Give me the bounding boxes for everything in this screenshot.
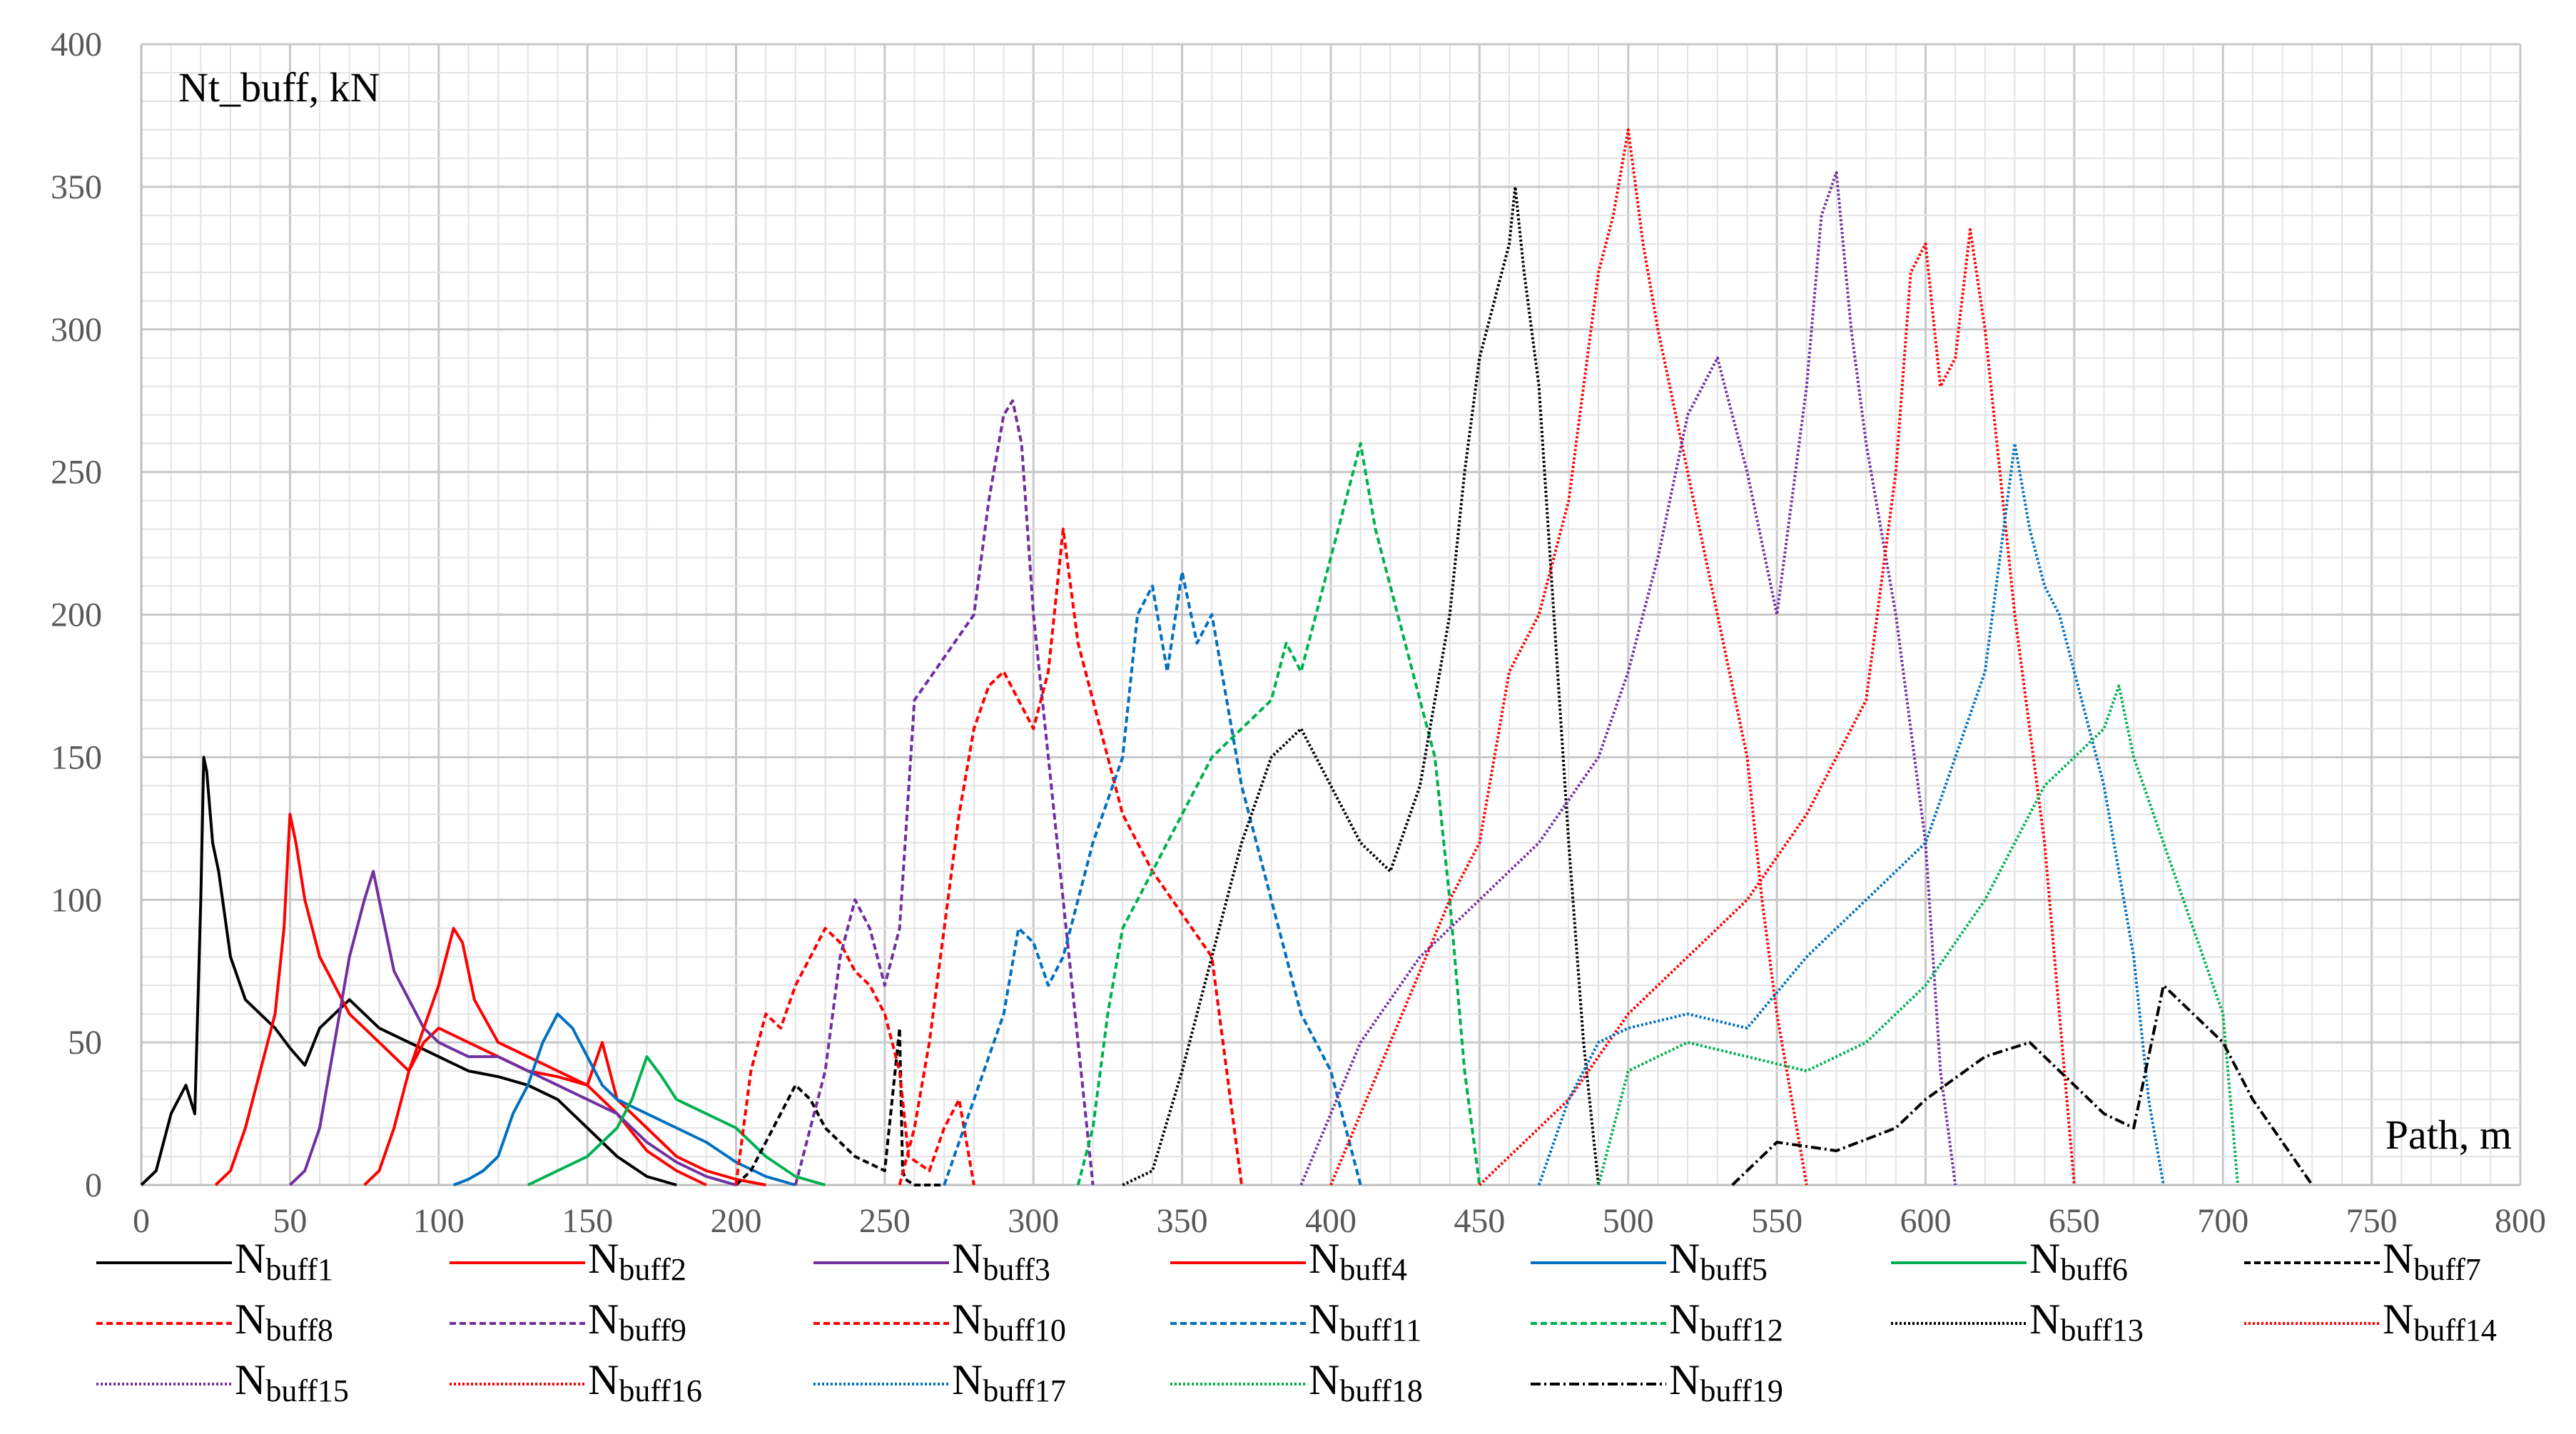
legend-label-nbuff13: Nbuff13 [2029, 1296, 2144, 1348]
y-tick-label: 250 [51, 454, 102, 492]
x-tick-label: 150 [562, 1202, 613, 1240]
series-line-nbuff16 [1479, 228, 2076, 1186]
x-axis-title: Path, m [2385, 1112, 2512, 1158]
legend-label-nbuff1: Nbuff1 [235, 1235, 333, 1287]
x-tick-label: 600 [1900, 1202, 1952, 1240]
series-line-nbuff2 [214, 813, 707, 1186]
x-tick-labels: 0 50 100 150 200 250 300 350 400 450 500 550 600 650 7… [133, 1202, 2546, 1240]
legend-label-nbuff14: Nbuff14 [2383, 1296, 2497, 1348]
series-line-nbuff10 [898, 527, 1243, 1186]
y-tick-label: 400 [51, 26, 102, 63]
x-tick-label: 450 [1454, 1202, 1505, 1240]
series-line-nbuff18 [1597, 684, 2240, 1186]
x-tick-label: 50 [273, 1202, 307, 1240]
series-line-nbuff14 [1329, 128, 1808, 1186]
series-line-nbuff7 [735, 1027, 945, 1186]
x-tick-label: 100 [413, 1202, 465, 1240]
y-tick-label: 300 [51, 311, 102, 349]
x-tick-label: 700 [2197, 1202, 2248, 1240]
series-line-nbuff11 [943, 570, 1362, 1186]
legend-label-nbuff6: Nbuff6 [2029, 1235, 2128, 1287]
x-tick-label: 750 [2346, 1202, 2398, 1240]
legend-label-nbuff11: Nbuff11 [1309, 1296, 1421, 1348]
legend-label-nbuff10: Nbuff10 [952, 1296, 1066, 1348]
legend-label-nbuff4: Nbuff4 [1309, 1235, 1407, 1287]
legend-label-nbuff16: Nbuff16 [588, 1356, 702, 1408]
legend-label-nbuff19: Nbuff19 [1669, 1356, 1783, 1408]
x-tick-label: 250 [859, 1202, 911, 1240]
x-tick-label: 400 [1305, 1202, 1357, 1240]
y-tick-label: 350 [51, 168, 102, 206]
series-line-nbuff1 [140, 756, 677, 1186]
x-tick-label: 200 [711, 1202, 762, 1240]
grid [140, 43, 2522, 1186]
legend: Nbuff1 Nbuff2 Nbuff3 Nbuff4 Nbuff5 Nbuff6 Nbuf… [96, 1235, 2497, 1408]
y-tick-label: 0 [85, 1166, 102, 1204]
y-tick-label: 50 [68, 1024, 102, 1062]
y-tick-label: 200 [51, 596, 102, 634]
legend-label-nbuff17: Nbuff17 [952, 1356, 1066, 1408]
x-tick-label: 800 [2495, 1202, 2546, 1240]
legend-label-nbuff9: Nbuff9 [588, 1296, 686, 1348]
y-axis-title: Nt_buff, kN [178, 64, 380, 111]
legend-label-nbuff3: Nbuff3 [952, 1235, 1050, 1287]
x-tick-label: 350 [1157, 1202, 1208, 1240]
series-line-nbuff9 [793, 399, 1095, 1186]
x-tick-label: 500 [1603, 1202, 1654, 1240]
x-tick-label: 650 [2049, 1202, 2100, 1240]
series-line-nbuff5 [452, 1012, 796, 1186]
series-line-nbuff12 [1076, 442, 1481, 1186]
series-line-nbuff15 [1299, 171, 1957, 1186]
y-tick-label: 100 [51, 881, 102, 919]
series-line-nbuff19 [1731, 984, 2313, 1186]
legend-label-nbuff2: Nbuff2 [588, 1235, 686, 1287]
legend-label-nbuff8: Nbuff8 [235, 1296, 333, 1348]
legend-label-nbuff12: Nbuff12 [1669, 1296, 1783, 1348]
series-lines [140, 128, 2313, 1186]
legend-label-nbuff15: Nbuff15 [235, 1356, 349, 1408]
legend-label-nbuff5: Nbuff5 [1669, 1235, 1768, 1287]
series-line-nbuff6 [527, 1055, 826, 1186]
series-line-nbuff13 [1122, 185, 1601, 1186]
x-tick-label: 550 [1751, 1202, 1802, 1240]
legend-label-nbuff18: Nbuff18 [1309, 1356, 1423, 1408]
x-tick-label: 300 [1008, 1202, 1059, 1240]
series-line-nbuff4 [363, 927, 766, 1186]
series-line-nbuff3 [289, 870, 737, 1186]
legend-label-nbuff7: Nbuff7 [2383, 1235, 2481, 1287]
y-tick-labels: 0 50 100 150 200 250 300 350 400 [51, 26, 102, 1204]
x-tick-label: 0 [133, 1202, 150, 1240]
series-line-nbuff17 [1537, 442, 2165, 1186]
y-tick-label: 150 [51, 738, 102, 776]
series-line-nbuff8 [734, 927, 975, 1186]
